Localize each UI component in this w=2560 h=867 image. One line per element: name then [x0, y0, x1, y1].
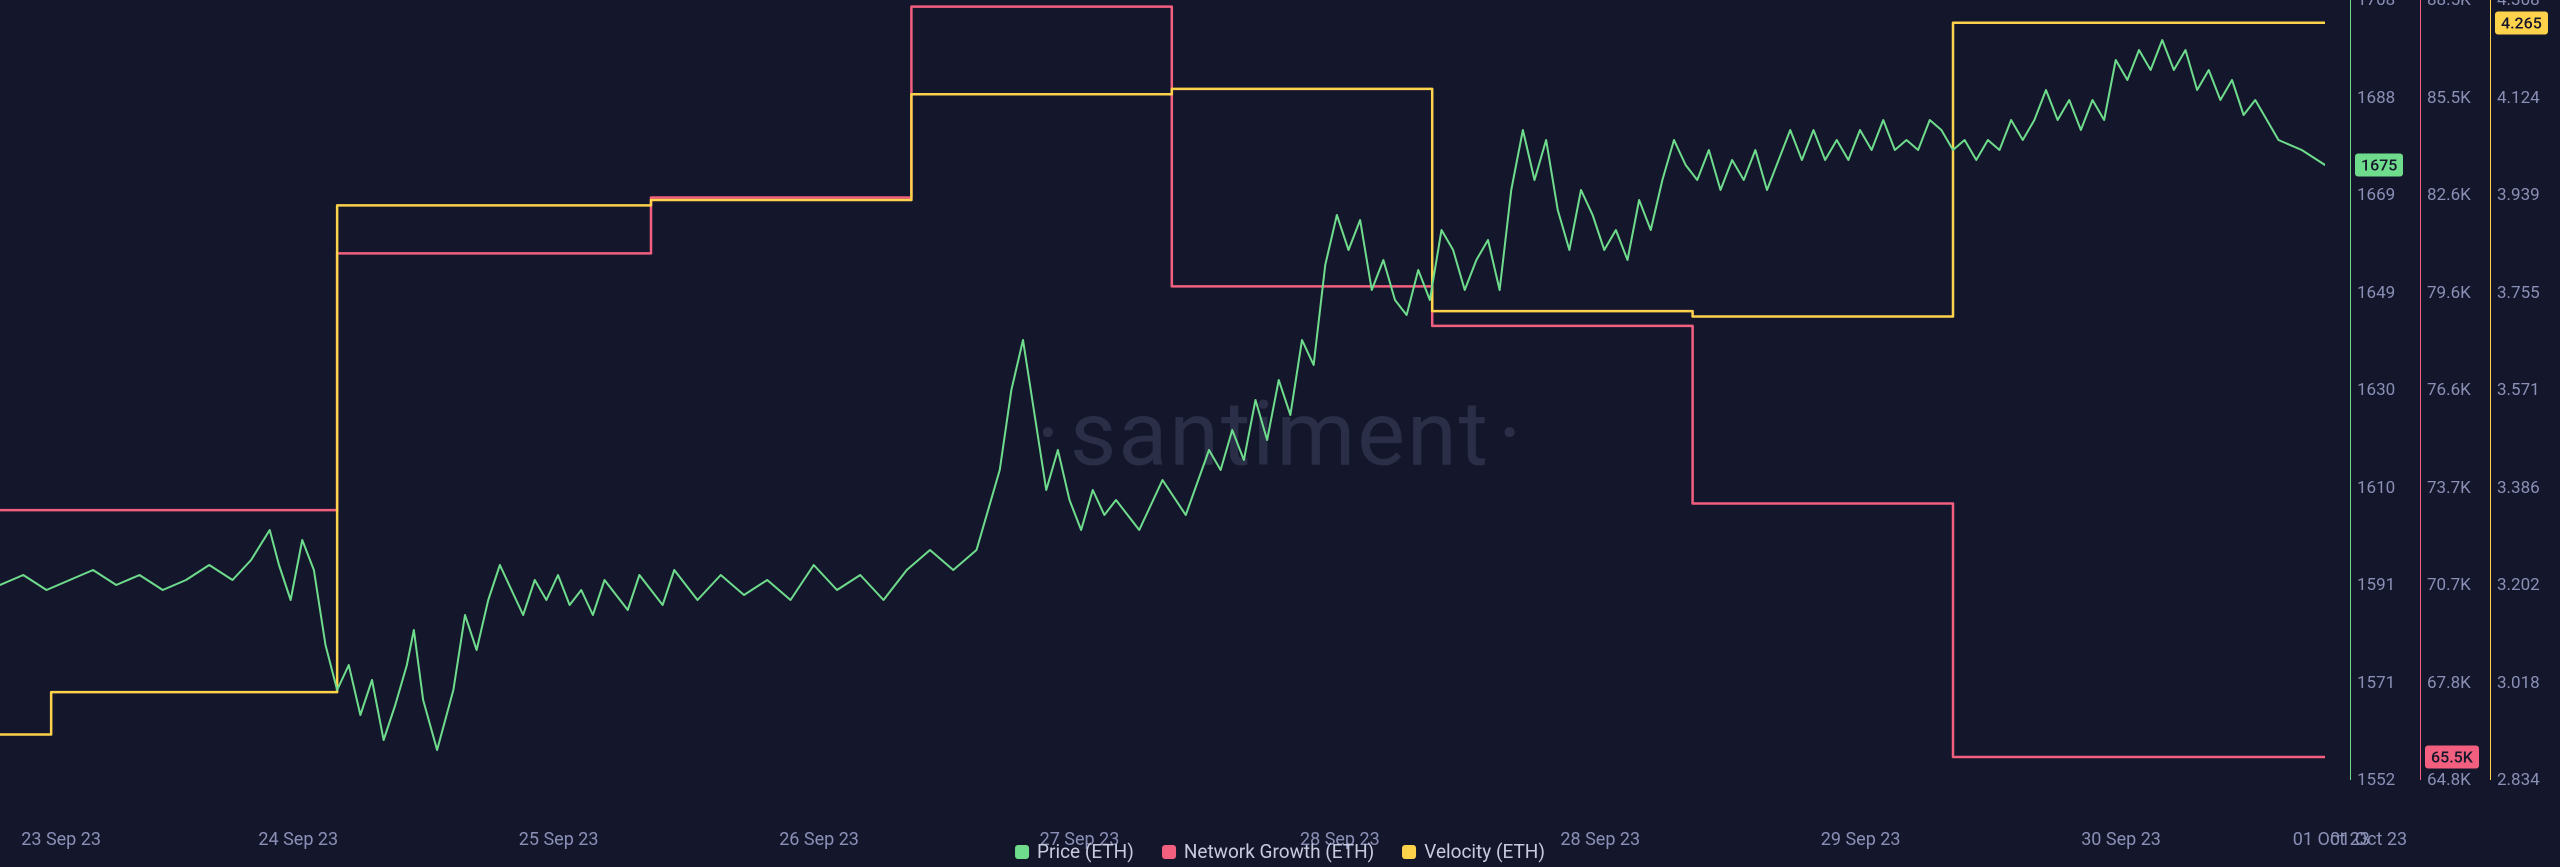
- x-axis-tick: 29 Sep 23: [1821, 829, 1901, 850]
- legend-item-network-growth[interactable]: Network Growth (ETH): [1162, 840, 1374, 863]
- chart-plot-area[interactable]: [0, 0, 2325, 780]
- x-axis-tick: 28 Sep 23: [1560, 829, 1640, 850]
- y-axis-current-badge-velocity: 4.265: [2495, 11, 2548, 34]
- x-axis-tick: 30 Sep 23: [2081, 829, 2161, 850]
- y-axis-tick: 1630: [2357, 380, 2395, 400]
- y-axes-group: 1708168816691649163016101591157115521675…: [2350, 0, 2560, 780]
- x-axis-tick: 01 Oct 23: [2330, 829, 2407, 850]
- y-axis-tick: 1571: [2357, 673, 2395, 693]
- y-axis-current-badge-price: 1675: [2355, 154, 2403, 177]
- y-axis-tick: 3.386: [2497, 478, 2540, 498]
- x-axis-tick: 25 Sep 23: [519, 829, 599, 850]
- y-axis-tick: 3.018: [2497, 673, 2540, 693]
- y-axis-tick: 3.571: [2497, 380, 2540, 400]
- y-axis-tick: 1552: [2357, 770, 2395, 790]
- legend-swatch-velocity: [1402, 845, 1416, 859]
- y-axis-tick: 2.834: [2497, 770, 2540, 790]
- y-axis-tick: 82.6K: [2427, 185, 2471, 205]
- y-axis-current-badge-growth: 65.5K: [2425, 745, 2479, 768]
- y-axis-tick: 73.7K: [2427, 478, 2471, 498]
- y-axis-tick: 1688: [2357, 88, 2395, 108]
- y-axis-tick: 4.308: [2497, 0, 2540, 10]
- y-axis-tick: 70.7K: [2427, 575, 2471, 595]
- y-axis-price: 1708168816691649163016101591157115521675: [2350, 0, 2420, 780]
- y-axis-tick: 4.124: [2497, 88, 2540, 108]
- x-axis-tick: 24 Sep 23: [258, 829, 338, 850]
- y-axis-tick: 1649: [2357, 283, 2395, 303]
- y-axis-tick: 1610: [2357, 478, 2395, 498]
- legend-label-velocity: Velocity (ETH): [1424, 840, 1545, 863]
- y-axis-tick: 64.8K: [2427, 770, 2471, 790]
- legend-swatch-price: [1015, 845, 1029, 859]
- y-axis-tick: 85.5K: [2427, 88, 2471, 108]
- x-axis-tick: 26 Sep 23: [779, 829, 859, 850]
- y-axis-tick: 67.8K: [2427, 673, 2471, 693]
- y-axis-tick: 3.202: [2497, 575, 2540, 595]
- y-axis-network-growth: 88.5K 85.5K 82.6K 79.6K 76.6K 73.7K 70.7K 67.8K…: [2420, 0, 2490, 780]
- legend-item-velocity[interactable]: Velocity (ETH): [1402, 840, 1545, 863]
- legend-label-price: Price (ETH): [1037, 840, 1134, 863]
- y-axis-tick: 76.6K: [2427, 380, 2471, 400]
- legend-item-price[interactable]: Price (ETH): [1015, 840, 1134, 863]
- y-axis-tick: 79.6K: [2427, 283, 2471, 303]
- legend-swatch-network-growth: [1162, 845, 1176, 859]
- y-axis-tick: 3.755: [2497, 283, 2540, 303]
- y-axis-tick: 1591: [2357, 575, 2395, 595]
- y-axis-tick: 3.939: [2497, 185, 2540, 205]
- chart-container: santiment 23 Sep 2324 Sep 2325 Sep 2326 …: [0, 0, 2560, 867]
- x-axis-tick: 23 Sep 23: [21, 829, 101, 850]
- y-axis-tick: 1669: [2357, 185, 2395, 205]
- legend: Price (ETH) Network Growth (ETH) Velocit…: [1015, 840, 1545, 863]
- y-axis-tick: 88.5K: [2427, 0, 2471, 10]
- y-axis-tick: 1708: [2357, 0, 2395, 10]
- legend-label-network-growth: Network Growth (ETH): [1184, 840, 1374, 863]
- y-axis-velocity: 4.308 4.124 3.939 3.755 3.571 3.386 3.202 3.018…: [2490, 0, 2560, 780]
